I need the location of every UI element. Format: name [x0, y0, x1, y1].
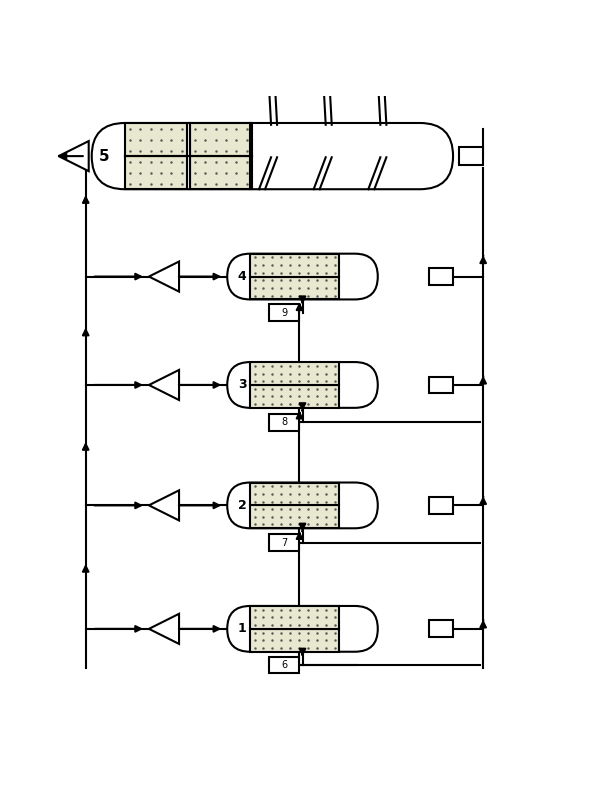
FancyBboxPatch shape: [92, 123, 453, 189]
Bar: [269, 534, 299, 551]
Polygon shape: [149, 491, 179, 520]
Bar: [125, 123, 187, 156]
Bar: [250, 253, 339, 276]
Text: 4: 4: [238, 270, 247, 283]
Bar: [429, 497, 453, 514]
Bar: [250, 385, 339, 408]
Bar: [190, 123, 252, 156]
Bar: [250, 276, 339, 299]
Bar: [429, 620, 453, 638]
Polygon shape: [59, 141, 89, 172]
Text: 2: 2: [238, 499, 247, 512]
Bar: [250, 629, 339, 652]
Text: 1: 1: [238, 622, 247, 635]
Text: 9: 9: [281, 308, 287, 318]
Text: 5: 5: [99, 148, 109, 164]
Bar: [269, 414, 299, 430]
Polygon shape: [149, 370, 179, 400]
Bar: [125, 156, 187, 189]
FancyBboxPatch shape: [227, 362, 378, 408]
Text: 8: 8: [281, 418, 287, 427]
Polygon shape: [149, 261, 179, 291]
Bar: [429, 268, 453, 285]
Bar: [250, 606, 339, 629]
Bar: [190, 156, 252, 189]
Text: 7: 7: [281, 538, 287, 548]
Bar: [250, 362, 339, 385]
Bar: [429, 376, 453, 393]
FancyBboxPatch shape: [227, 483, 378, 528]
Bar: [250, 506, 339, 528]
Text: 6: 6: [281, 660, 287, 670]
FancyBboxPatch shape: [227, 253, 378, 299]
Text: 3: 3: [238, 379, 247, 391]
Bar: [269, 304, 299, 321]
Bar: [459, 147, 483, 165]
Bar: [269, 657, 299, 673]
Bar: [250, 483, 339, 506]
Polygon shape: [149, 614, 179, 644]
FancyBboxPatch shape: [227, 606, 378, 652]
